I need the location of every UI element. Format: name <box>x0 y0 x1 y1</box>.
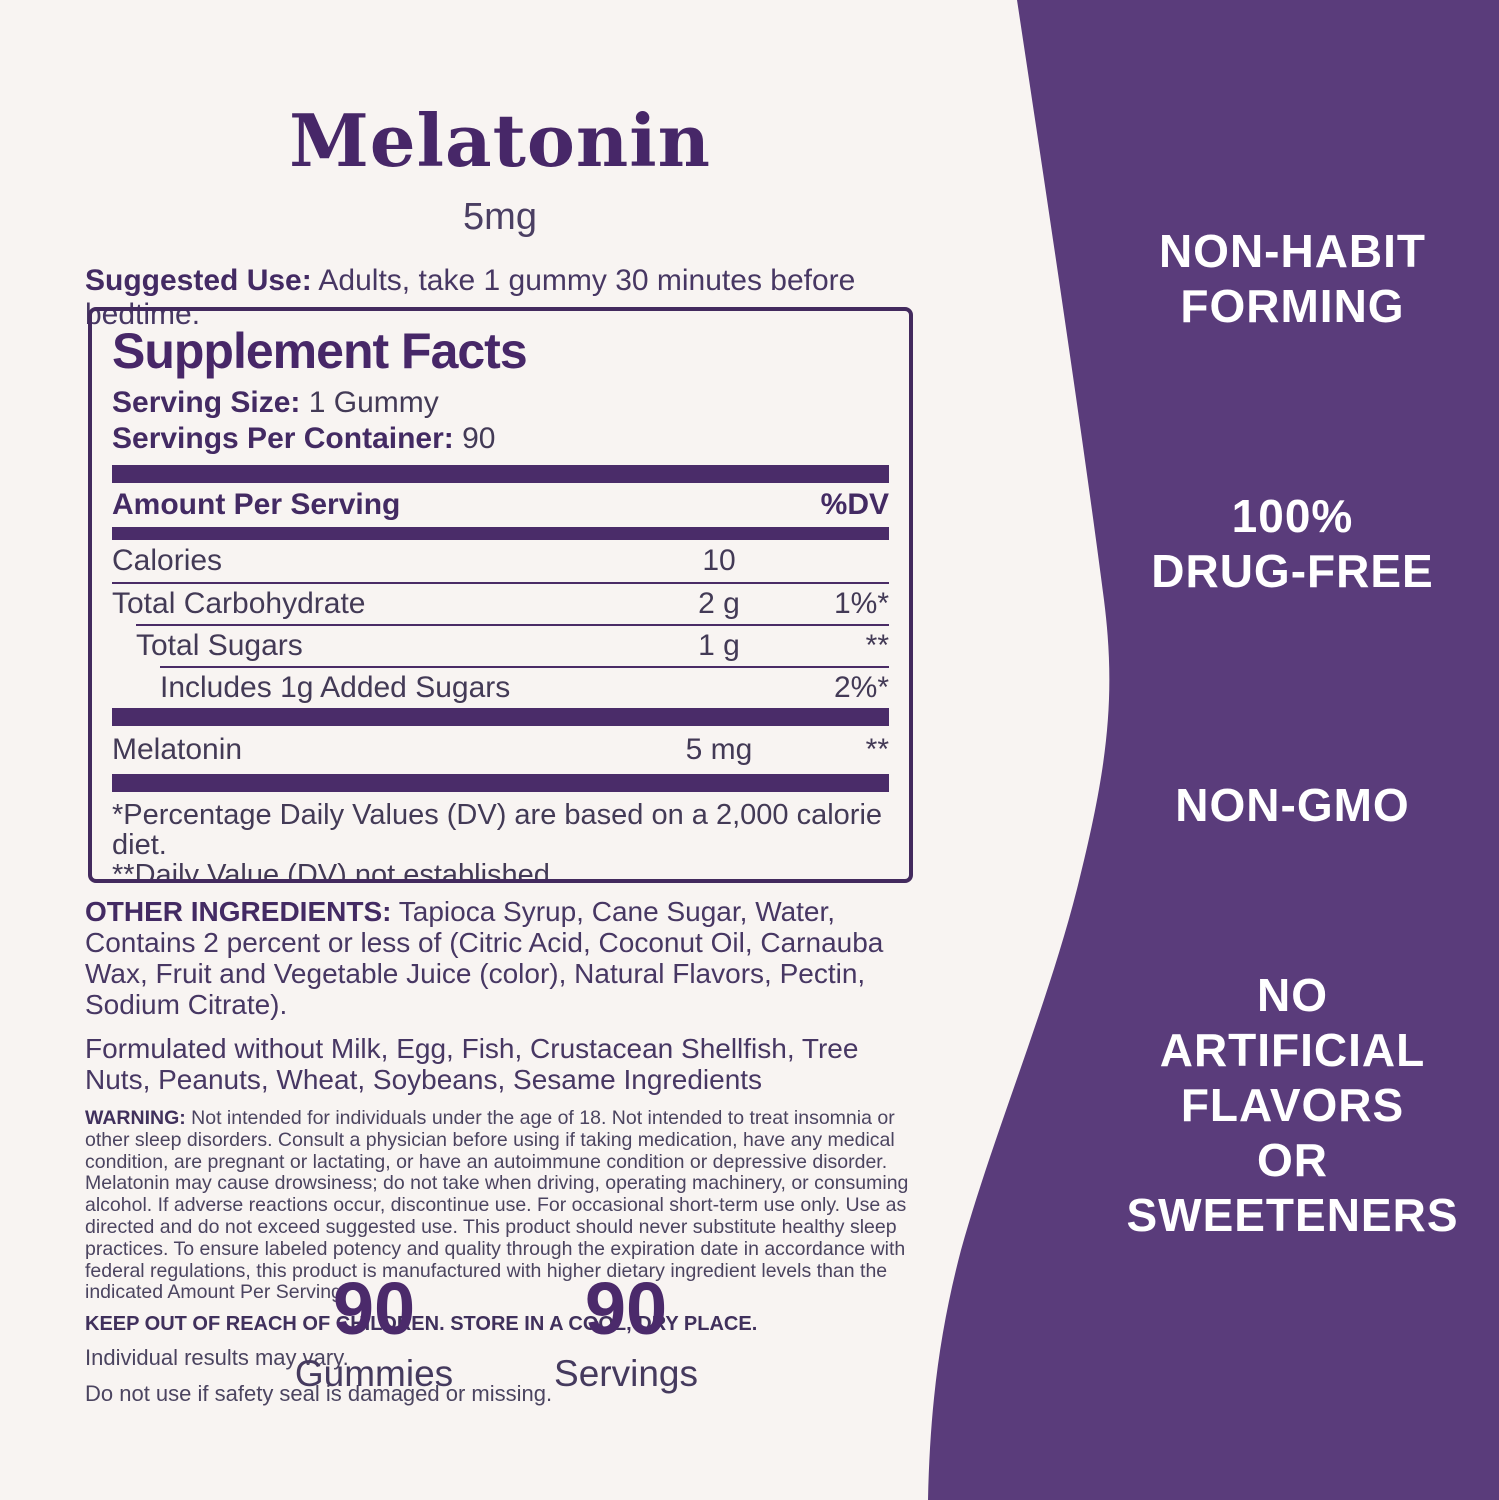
divider-bar-thick <box>112 774 889 792</box>
table-row-melatonin: Melatonin 5 mg ** <box>112 733 889 766</box>
warning: WARNING: Not intended for individuals un… <box>85 1107 921 1304</box>
servings-per-container-value: 90 <box>462 422 496 455</box>
supplement-facts-panel: Supplement Facts Serving Size: 1 Gummy S… <box>88 307 913 883</box>
facts-footnotes: *Percentage Daily Values (DV) are based … <box>112 799 889 883</box>
warning-text: Not intended for individuals under the a… <box>85 1107 909 1304</box>
servings-per-container-line: Servings Per Container: 90 <box>112 421 889 457</box>
serving-size-label: Serving Size: <box>112 386 301 419</box>
facts-header-row: Amount Per Serving %DV <box>112 483 889 527</box>
table-row-calories: Calories 10 <box>112 544 736 577</box>
claim-non-gmo: NON-GMO <box>1175 779 1410 831</box>
footnote-dv: *Percentage Daily Values (DV) are based … <box>112 799 883 861</box>
product-title: Melatonin <box>289 98 711 183</box>
supplement-facts-title: Supplement Facts <box>112 323 528 379</box>
count-badges: 90 Gummies 90 Servings <box>85 1272 915 1394</box>
other-ingredients-text: Tapioca Syrup, Cane Sugar, Water, Contai… <box>85 896 884 1020</box>
individual-results: Individual results may vary. <box>85 1345 349 1371</box>
table-row-total-sugars: Total Sugars 1 g ** <box>136 624 889 666</box>
claim-no-artificial: NO ARTIFICIAL FLAVORS OR SWEETENERS <box>1126 969 1459 1241</box>
other-ingredients: OTHER INGREDIENTS: Tapioca Syrup, Cane S… <box>85 896 921 1020</box>
gummies-count: 90 Gummies <box>289 1272 459 1394</box>
keep-out-of-reach: KEEP OUT OF REACH OF CHILDREN. STORE IN … <box>85 1313 758 1336</box>
warning-label: WARNING: <box>85 1107 186 1129</box>
claim-drug-free: 100% DRUG-FREE <box>1151 490 1434 597</box>
divider-bar-medium <box>112 527 889 540</box>
servings-count: 90 Servings <box>541 1272 711 1394</box>
product-dosage: 5mg <box>463 196 537 238</box>
suggested-use-label: Suggested Use: <box>85 264 312 297</box>
suggested-use-text: Adults, take 1 gummy 30 minutes before b… <box>85 264 856 331</box>
gummies-label: Gummies <box>294 1353 454 1394</box>
amount-per-serving-header: Amount Per Serving <box>112 488 401 521</box>
divider-bar-thick <box>112 465 889 483</box>
serving-size-value: 1 Gummy <box>308 386 439 419</box>
suggested-use: Suggested Use: Adults, take 1 gummy 30 m… <box>85 264 925 332</box>
label-details: OTHER INGREDIENTS: Tapioca Syrup, Cane S… <box>85 896 921 1418</box>
servings-per-container-label: Servings Per Container: <box>112 422 454 455</box>
table-row-added-sugars: Includes 1g Added Sugars 2%* <box>160 666 889 708</box>
divider-bar-thick <box>112 708 889 726</box>
formulated-without: Formulated without Milk, Egg, Fish, Crus… <box>85 1033 859 1095</box>
other-ingredients-label: OTHER INGREDIENTS: <box>85 896 392 927</box>
servings-label: Servings <box>554 1353 698 1394</box>
claim-non-habit-forming: NON-HABIT FORMING <box>1158 225 1427 332</box>
table-row-total-carbohydrate: Total Carbohydrate 2 g 1%* <box>112 582 889 624</box>
footnote-not-established: **Daily Value (DV) not established. <box>112 859 558 883</box>
serving-size-line: Serving Size: 1 Gummy <box>112 385 889 421</box>
gummies-number: 90 <box>332 1267 416 1350</box>
dv-header: %DV <box>820 488 889 521</box>
servings-number: 90 <box>584 1267 668 1350</box>
safety-seal-notice: Do not use if safety seal is damaged or … <box>85 1381 553 1407</box>
